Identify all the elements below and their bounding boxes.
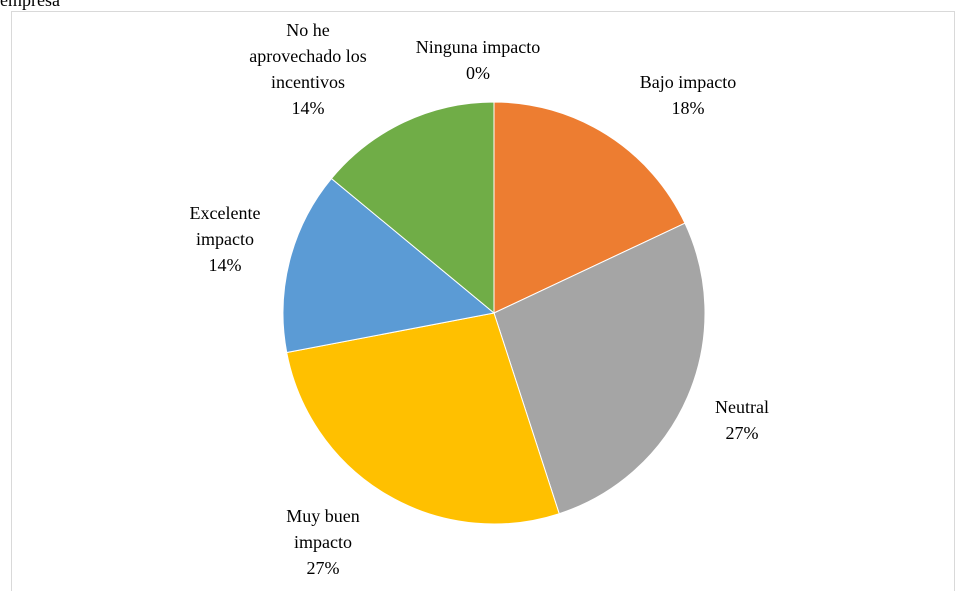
data-label-bajo-impacto: Bajo impacto 18% <box>640 72 736 118</box>
data-label-ninguna-impacto: Ninguna impacto 0% <box>416 37 540 83</box>
data-label-excelente-impacto: Excelente impacto 14% <box>190 203 261 275</box>
pie-slices <box>283 102 705 524</box>
data-label-neutral: Neutral 27% <box>715 397 769 443</box>
data-label-muy-buen-impacto: Muy buen impacto 27% <box>286 506 360 578</box>
data-label-no-he-aprovechado-los-incentivos: No he aprovechado los incentivos 14% <box>249 20 366 118</box>
